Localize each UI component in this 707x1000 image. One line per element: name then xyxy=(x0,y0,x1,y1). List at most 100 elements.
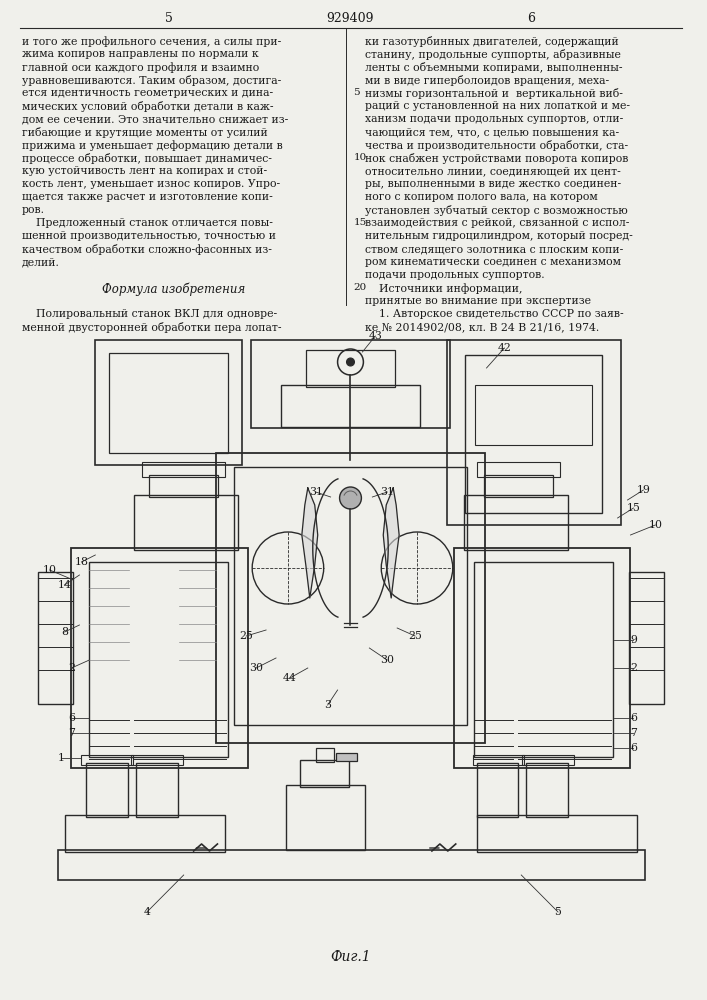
Text: менной двусторонней обработки пера лопат-: менной двусторонней обработки пера лопат… xyxy=(22,322,281,333)
Text: 1: 1 xyxy=(58,753,65,763)
Text: 30: 30 xyxy=(380,655,395,665)
Bar xyxy=(57,850,645,880)
Text: подачи продольных суппортов.: подачи продольных суппортов. xyxy=(366,270,545,280)
Circle shape xyxy=(346,358,354,366)
Bar xyxy=(136,763,177,817)
Text: 5: 5 xyxy=(165,12,173,25)
Bar xyxy=(216,453,484,743)
Text: шенной производительностью, точностью и: шенной производительностью, точностью и xyxy=(22,231,276,241)
Text: принятые во внимание при экспертизе: принятые во внимание при экспертизе xyxy=(366,296,591,306)
Bar xyxy=(447,340,621,525)
Bar xyxy=(37,572,74,704)
Text: 7: 7 xyxy=(630,728,637,738)
Bar xyxy=(464,355,602,513)
Text: ханизм подачи продольных суппортов, отли-: ханизм подачи продольных суппортов, отли… xyxy=(366,114,624,124)
Text: и того же профильного сечения, а силы при-: и того же профильного сечения, а силы пр… xyxy=(22,36,281,47)
Text: установлен зубчатый сектор с возможностью: установлен зубчатый сектор с возможность… xyxy=(366,205,628,216)
Text: уравновешиваются. Таким образом, достига-: уравновешиваются. Таким образом, достига… xyxy=(22,75,281,86)
Bar xyxy=(234,467,467,725)
Text: 10: 10 xyxy=(354,153,367,162)
Text: 4: 4 xyxy=(144,907,151,917)
Text: ми в виде гиперболоидов вращения, меха-: ми в виде гиперболоидов вращения, меха- xyxy=(366,75,609,86)
Text: чества и производительности обработки, ста-: чества и производительности обработки, с… xyxy=(366,140,629,151)
Bar xyxy=(306,350,395,387)
Bar xyxy=(251,340,450,428)
Bar xyxy=(286,785,366,850)
Text: 2: 2 xyxy=(630,663,637,673)
Text: Формула изобретения: Формула изобретения xyxy=(102,283,245,296)
Text: относительно линии, соединяющей их цент-: относительно линии, соединяющей их цент- xyxy=(366,166,621,176)
Text: качеством обработки сложно-фасонных из-: качеством обработки сложно-фасонных из- xyxy=(22,244,271,255)
Bar xyxy=(484,475,553,497)
Bar xyxy=(131,755,182,765)
Text: жима копиров направлены по нормали к: жима копиров направлены по нормали к xyxy=(22,49,259,59)
Text: 31: 31 xyxy=(380,487,395,497)
Bar xyxy=(149,475,218,497)
Text: ке № 2014902/08, кл. В 24 В 21/16, 1974.: ке № 2014902/08, кл. В 24 В 21/16, 1974. xyxy=(366,322,600,332)
Text: 15: 15 xyxy=(626,503,641,513)
Text: щается также расчет и изготовление копи-: щается также расчет и изготовление копи- xyxy=(22,192,273,202)
Bar xyxy=(81,755,133,765)
Bar xyxy=(300,760,349,787)
Bar xyxy=(86,763,128,817)
Text: ры, выполненными в виде жестко соединен-: ры, выполненными в виде жестко соединен- xyxy=(366,179,621,189)
Text: 5: 5 xyxy=(354,88,360,97)
Bar xyxy=(71,548,248,768)
Bar xyxy=(95,340,243,465)
Text: 31: 31 xyxy=(309,487,322,497)
Bar xyxy=(629,572,665,704)
Text: ством следящего золотника с плоским копи-: ством следящего золотника с плоским копи… xyxy=(366,244,624,254)
Bar xyxy=(522,755,574,765)
Text: кую устойчивость лент на копирах и стой-: кую устойчивость лент на копирах и стой- xyxy=(22,166,267,176)
Text: раций с установленной на них лопаткой и ме-: раций с установленной на них лопаткой и … xyxy=(366,101,631,111)
Text: 929409: 929409 xyxy=(327,12,374,25)
Text: 19: 19 xyxy=(636,485,650,495)
Text: 25: 25 xyxy=(408,631,422,641)
Bar xyxy=(109,353,228,453)
Text: 3: 3 xyxy=(324,700,331,710)
Bar xyxy=(464,495,568,550)
Text: 9: 9 xyxy=(630,635,637,645)
Text: 18: 18 xyxy=(74,557,88,567)
Text: 10: 10 xyxy=(42,565,57,575)
Text: ленты с объемными копирами, выполненны-: ленты с объемными копирами, выполненны- xyxy=(366,62,623,73)
Text: Фиг.1: Фиг.1 xyxy=(330,950,370,964)
Text: 8: 8 xyxy=(61,627,68,637)
Text: гибающие и крутящие моменты от усилий: гибающие и крутящие моменты от усилий xyxy=(22,127,267,138)
Text: 6: 6 xyxy=(68,713,75,723)
Bar xyxy=(134,495,238,550)
Text: 6: 6 xyxy=(630,743,637,753)
Bar xyxy=(477,462,560,477)
Text: Полировальный станок ВКЛ для одновре-: Полировальный станок ВКЛ для одновре- xyxy=(22,309,277,319)
Text: 10: 10 xyxy=(648,520,662,530)
Text: Источники информации,: Источники информации, xyxy=(366,283,523,294)
Circle shape xyxy=(339,487,361,509)
Text: взаимодействия с рейкой, связанной с испол-: взаимодействия с рейкой, связанной с исп… xyxy=(366,218,630,228)
Text: мических условий обработки детали в каж-: мических условий обработки детали в каж- xyxy=(22,101,274,112)
Bar xyxy=(316,748,334,762)
Text: 2: 2 xyxy=(68,663,75,673)
Text: прижима и уменьшает деформацию детали в: прижима и уменьшает деформацию детали в xyxy=(22,140,283,151)
Text: 20: 20 xyxy=(354,283,367,292)
Text: чающийся тем, что, с целью повышения ка-: чающийся тем, что, с целью повышения ка- xyxy=(366,127,619,137)
Text: делий.: делий. xyxy=(22,257,59,267)
Text: 30: 30 xyxy=(249,663,263,673)
Text: ров.: ров. xyxy=(22,205,45,215)
Bar xyxy=(281,385,420,427)
Text: нительным гидроцилиндром, который посред-: нительным гидроцилиндром, который посред… xyxy=(366,231,633,241)
Text: 1. Авторское свидетельство СССР по заяв-: 1. Авторское свидетельство СССР по заяв- xyxy=(366,309,624,319)
Text: ром кинематически соединен с механизмом: ром кинематически соединен с механизмом xyxy=(366,257,621,267)
Bar xyxy=(526,763,568,817)
Text: 6: 6 xyxy=(527,12,535,25)
Text: Предложенный станок отличается повы-: Предложенный станок отличается повы- xyxy=(22,218,273,228)
Text: 44: 44 xyxy=(283,673,297,683)
Bar xyxy=(142,462,226,477)
Text: 43: 43 xyxy=(368,331,382,341)
Text: низмы горизонтальной и  вертикальной виб-: низмы горизонтальной и вертикальной виб- xyxy=(366,88,624,99)
Text: главной оси каждого профиля и взаимно: главной оси каждого профиля и взаимно xyxy=(22,62,259,73)
Bar xyxy=(474,562,612,757)
Bar xyxy=(454,548,631,768)
Text: 42: 42 xyxy=(498,343,511,353)
Text: нок снабжен устройствами поворота копиров: нок снабжен устройствами поворота копиро… xyxy=(366,153,629,164)
Text: 5: 5 xyxy=(554,907,561,917)
